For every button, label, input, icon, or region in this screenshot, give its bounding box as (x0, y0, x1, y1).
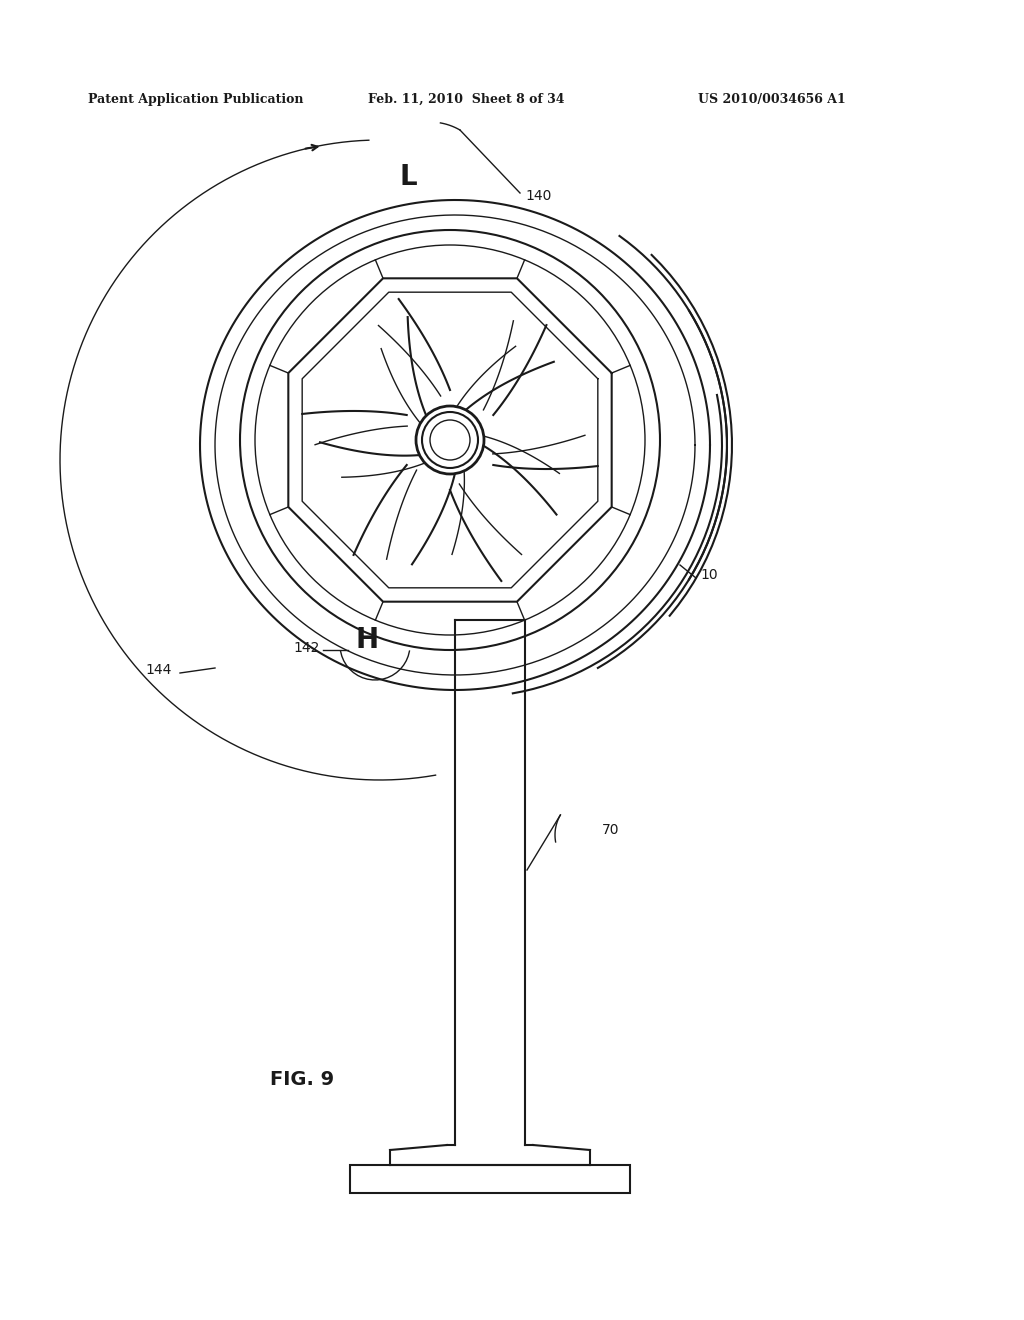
Text: H: H (355, 626, 378, 653)
Text: US 2010/0034656 A1: US 2010/0034656 A1 (698, 92, 846, 106)
Text: 10: 10 (700, 568, 718, 582)
Text: 140: 140 (525, 189, 551, 203)
Circle shape (416, 407, 484, 474)
Text: 70: 70 (602, 822, 620, 837)
Text: FIG. 9: FIG. 9 (270, 1071, 334, 1089)
Text: Feb. 11, 2010  Sheet 8 of 34: Feb. 11, 2010 Sheet 8 of 34 (368, 92, 564, 106)
Text: 142: 142 (293, 642, 319, 655)
Text: Patent Application Publication: Patent Application Publication (88, 92, 303, 106)
Text: 144: 144 (145, 663, 171, 677)
Text: L: L (400, 162, 418, 191)
